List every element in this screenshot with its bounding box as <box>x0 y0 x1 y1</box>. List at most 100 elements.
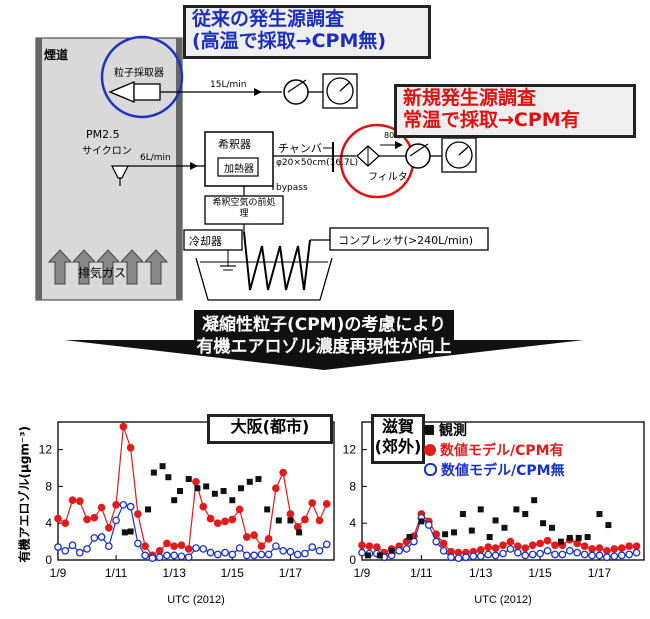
observed-point <box>376 552 383 559</box>
cpm-off-point <box>250 551 258 560</box>
apparatus-diagram <box>35 35 489 301</box>
observed-point <box>513 506 520 513</box>
diluter-label: 希釈器 <box>218 138 251 151</box>
cpm-on-point <box>250 531 258 540</box>
cpm-off-point <box>528 550 537 559</box>
dilution-air-label: 希釈空気の前処理 <box>212 198 276 219</box>
x-tick-label: 1/13 <box>469 566 493 580</box>
cpm-off-point <box>286 547 295 556</box>
cpm-off-point <box>506 545 515 553</box>
cpm-off-point <box>632 548 641 557</box>
cpm-on-point <box>213 519 222 528</box>
cpm-off-point <box>308 543 317 551</box>
cpm-on-point <box>61 519 70 528</box>
cpm-on-point <box>543 536 552 545</box>
cpm-off-point <box>68 541 77 550</box>
x-tick-label: 1/15 <box>528 566 552 580</box>
cpm-on-point <box>499 541 507 550</box>
observed-point <box>255 476 262 483</box>
observed-point <box>566 534 573 541</box>
cpm-on-point <box>163 539 171 548</box>
cpm-off-point <box>558 550 567 559</box>
cpm-on-point <box>513 542 522 551</box>
x-tick-label: 1/9 <box>50 566 67 580</box>
legend-cpm-on: 数値モデル/CPM有 <box>424 440 564 460</box>
cpm-off-point <box>625 550 634 559</box>
x-tick-label: 1/11 <box>105 566 128 580</box>
cpm-off-line <box>361 516 637 559</box>
cpm-on-point <box>242 533 251 541</box>
plot-frame <box>361 421 645 561</box>
cpm-off-point <box>141 551 150 560</box>
heater-label: 加熱器 <box>224 164 254 175</box>
observed-point <box>584 534 591 540</box>
y-tick-label: 8 <box>45 479 52 493</box>
x-tick-label: 1/13 <box>163 566 187 580</box>
callout-new-title: 新規発生源調査 <box>403 87 537 109</box>
cpm-on-point <box>476 546 485 554</box>
cpm-off-point <box>97 533 106 541</box>
cpm-on-point <box>506 537 515 546</box>
chamber-size-label: φ20×50cm(16.7L) <box>276 158 359 168</box>
cpm-off-point <box>213 550 222 559</box>
cpm-on-point <box>206 514 215 523</box>
observed-point <box>203 483 210 490</box>
stack-label: 煙道 <box>44 48 69 62</box>
cpm-off-point <box>395 546 403 555</box>
observed-point <box>287 517 294 524</box>
banner-arrow-shape <box>64 310 584 370</box>
flow-6-label: 6L/min <box>140 153 171 163</box>
observed-point <box>296 529 303 536</box>
callout-new-survey: 新規発生源調査 常温で採取→CPM有 <box>394 84 636 138</box>
cpm-on-point <box>97 503 106 512</box>
y-tick-label: 0 <box>45 553 52 567</box>
cpm-off-point <box>462 553 470 562</box>
cpm-off-point <box>264 550 273 559</box>
observed-point <box>171 497 178 504</box>
x-tick-label: 1/17 <box>588 566 612 580</box>
cpm-on-point <box>286 510 295 518</box>
observed-point <box>220 488 227 494</box>
observed-point <box>127 528 134 535</box>
cpm-on-point <box>315 516 324 525</box>
cpm-on-point <box>484 543 493 551</box>
observed-point <box>459 511 466 517</box>
filter-label: フィルタ <box>368 172 408 183</box>
callout-new-subtitle: 常温で採取→CPM有 <box>403 109 580 131</box>
cpm-on-point <box>54 514 62 523</box>
cpm-off-point <box>580 550 589 559</box>
observed-point <box>418 518 425 525</box>
cpm-off-point <box>588 551 596 560</box>
cpm-on-point <box>112 500 120 509</box>
y-tick-label: 8 <box>349 479 356 493</box>
observed-point <box>159 463 166 470</box>
y-tick-label: 12 <box>343 443 357 457</box>
legend-cpm-on-label: 数値モデル/CPM有 <box>440 443 564 459</box>
cpm-on-point <box>126 443 135 452</box>
compressor-label: コンプレッサ(>240L/min) <box>338 234 474 247</box>
y-tick-label: 12 <box>39 443 53 457</box>
cpm-off-point <box>454 554 463 563</box>
cpm-on-point <box>632 542 641 551</box>
observed-point <box>165 474 172 481</box>
x-tick-label: 1/15 <box>221 566 245 580</box>
chart-shiga-title: 滋賀(郊外) <box>371 414 425 464</box>
y-tick-label: 4 <box>45 516 52 530</box>
banner-line-2: 有機エアロゾル濃度再現性が向上 <box>196 337 452 357</box>
cpm-off-point <box>499 549 507 558</box>
cooler-label: 冷却器 <box>189 235 222 248</box>
cpm-on-point <box>588 545 596 553</box>
x-axis-label: UTC (2012) <box>474 594 531 606</box>
cpm-on-point <box>301 515 309 524</box>
observed-point <box>364 552 371 559</box>
cpm-off-point <box>54 543 62 551</box>
cpm-on-point <box>75 497 84 505</box>
cpm-off-point <box>513 548 522 557</box>
observed-point <box>531 497 538 504</box>
pm25-label: PM2.5 <box>86 128 120 141</box>
cpm-on-point <box>228 515 237 524</box>
cpm-off-point <box>491 551 500 560</box>
observed-point <box>540 520 547 527</box>
cpm-on-point <box>358 541 366 550</box>
chamber-label: チャンバー <box>278 142 333 155</box>
